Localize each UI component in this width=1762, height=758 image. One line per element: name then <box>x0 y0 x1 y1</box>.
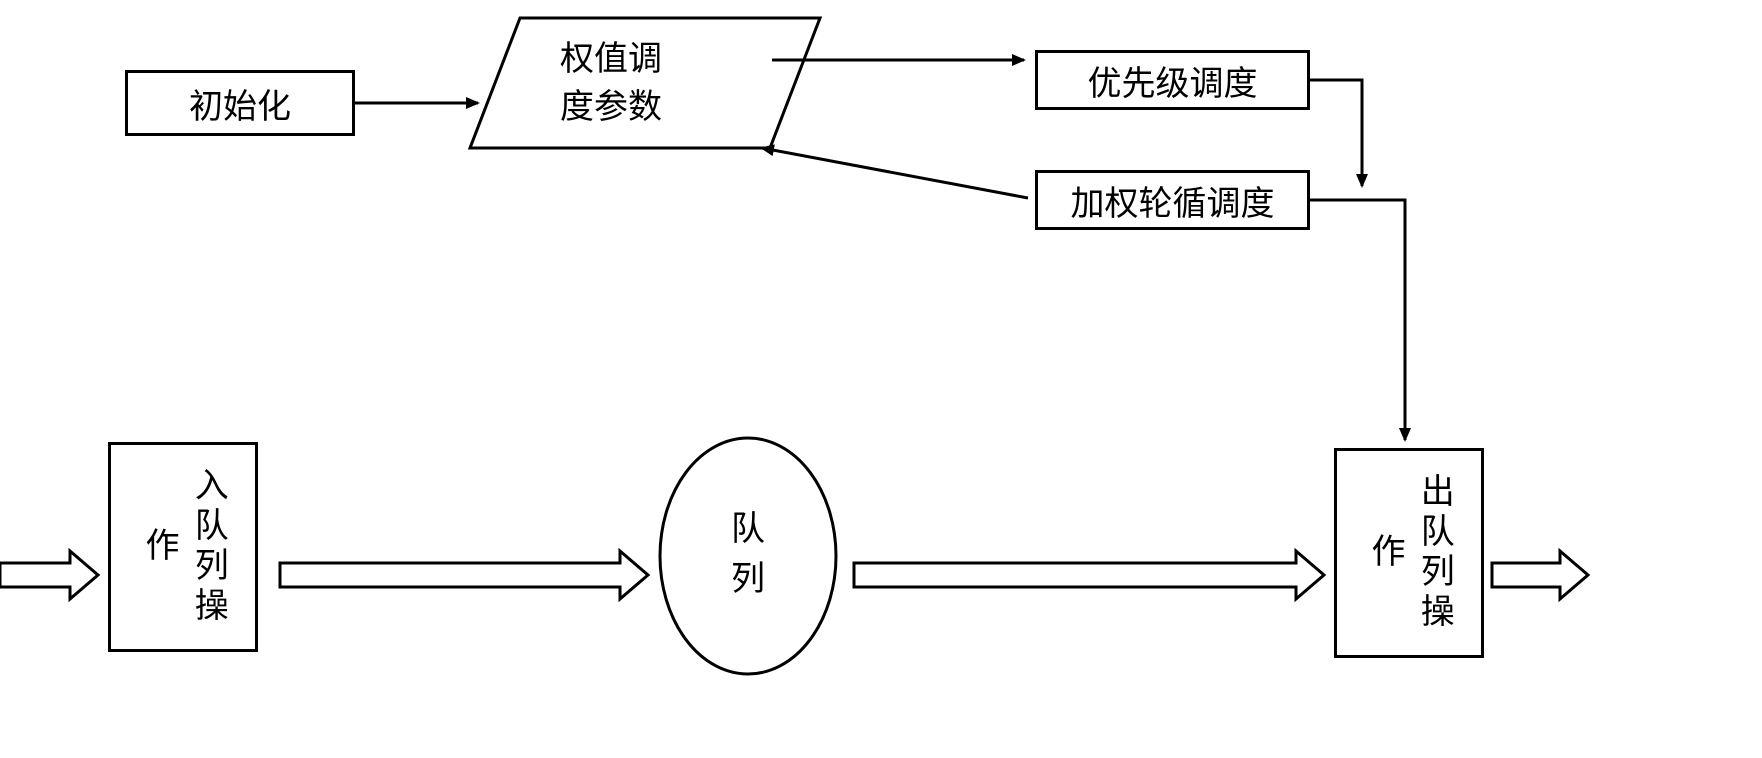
node-weight-param: 权值调 度参数 <box>470 18 820 148</box>
node-enqueue-label: 入队列操作 <box>134 459 233 635</box>
node-priority-label: 优先级调度 <box>1088 56 1258 105</box>
edge-queue-to-dequeue <box>854 551 1324 599</box>
node-weight-param-label-1: 权值调 <box>560 40 662 78</box>
edge-rr-down-to-deq <box>1310 200 1405 440</box>
node-enqueue: 入队列操作 <box>108 442 258 652</box>
edge-enqueue-to-queue <box>280 551 648 599</box>
node-queue-label-1: 队 <box>731 511 765 548</box>
node-weighted-rr-label: 加权轮循调度 <box>1071 176 1275 225</box>
node-queue: 队 列 <box>660 438 836 674</box>
solid-arrows <box>355 60 1405 440</box>
node-dequeue: 出队列操作 <box>1334 448 1484 658</box>
node-queue-label-2: 列 <box>731 561 765 598</box>
edge-dequeue-out <box>1492 551 1588 599</box>
node-init: 初始化 <box>125 70 355 136</box>
node-init-label: 初始化 <box>189 79 291 128</box>
edge-rr-to-param <box>762 148 1028 198</box>
edge-priority-down <box>1310 80 1362 186</box>
node-dequeue-label: 出队列操作 <box>1360 465 1459 641</box>
node-weight-param-label-2: 度参数 <box>560 88 662 126</box>
node-priority: 优先级调度 <box>1035 50 1310 110</box>
edge-in-to-enqueue <box>0 551 98 599</box>
node-weighted-rr: 加权轮循调度 <box>1035 170 1310 230</box>
